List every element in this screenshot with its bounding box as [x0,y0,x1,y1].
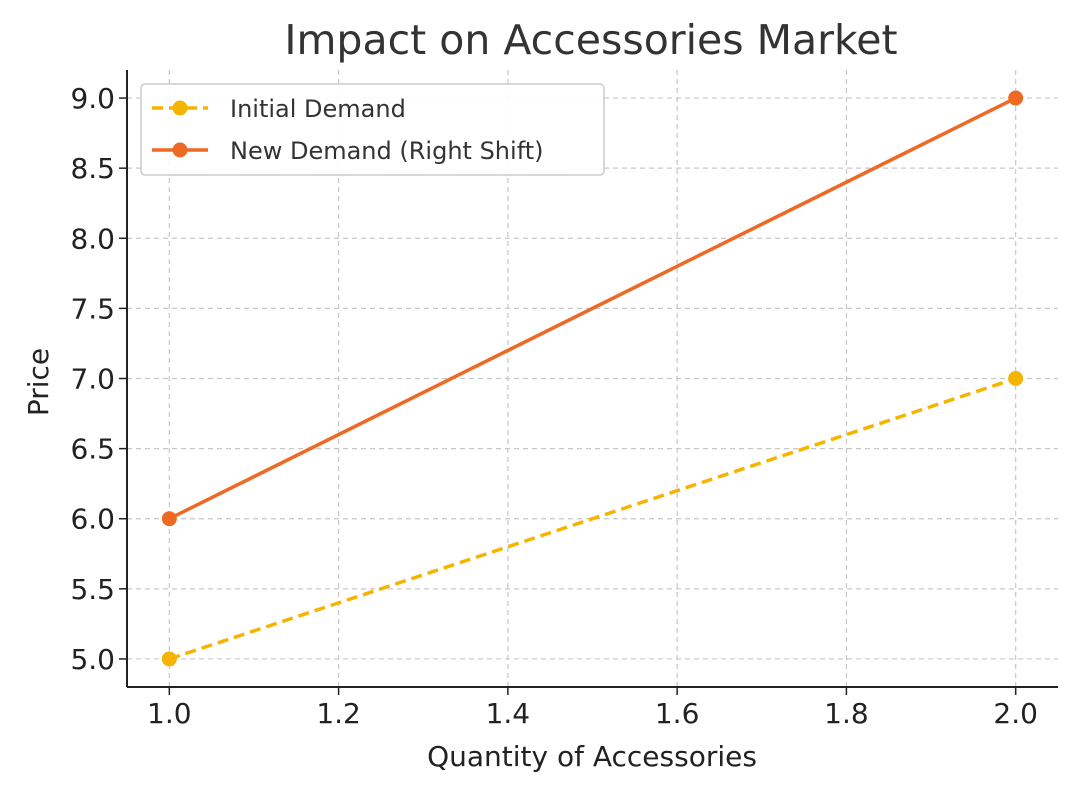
y-ticks: 5.0 5.5 6.0 6.5 7.0 7.5 8.0 8.5 9.0 [70,82,127,676]
x-tick-label: 1.6 [655,697,700,730]
legend-swatch-marker [172,100,188,116]
y-tick-label: 5.0 [70,643,115,676]
y-tick-label: 9.0 [70,82,115,115]
y-tick-label: 8.0 [70,222,115,255]
series-1-point [161,511,177,527]
series-line-1 [168,96,1017,521]
x-tick-label: 1.0 [147,697,192,730]
x-tick-label: 1.8 [824,697,869,730]
y-tick-label: 5.5 [70,573,115,606]
legend-label: Initial Demand [230,95,406,123]
legend: Initial Demand New Demand (Right Shift) [140,83,605,176]
x-ticks: 1.0 1.2 1.4 1.6 1.8 2.0 [147,687,1038,730]
series-0-point [1008,371,1024,386]
y-axis-label: Price [22,348,55,416]
legend-box [140,83,605,176]
x-tick-label: 1.2 [316,697,361,730]
x-tick-label: 2.0 [993,697,1038,730]
y-tick-label: 7.5 [70,292,115,325]
y-tick-label: 6.5 [70,433,115,466]
y-tick-label: 7.0 [70,363,115,396]
series-1-point [1008,90,1024,106]
series-layer [161,90,1024,667]
legend-label: New Demand (Right Shift) [230,137,544,165]
chart-title: Impact on Accessories Market [284,16,897,64]
y-tick-label: 6.0 [70,503,115,536]
x-axis-label: Quantity of Accessories [427,740,757,773]
series-0-point [161,651,177,667]
y-tick-label: 8.5 [70,152,115,185]
x-tick-label: 1.4 [486,697,531,730]
legend-swatch-marker [172,142,188,158]
series-line-0 [168,376,1017,661]
